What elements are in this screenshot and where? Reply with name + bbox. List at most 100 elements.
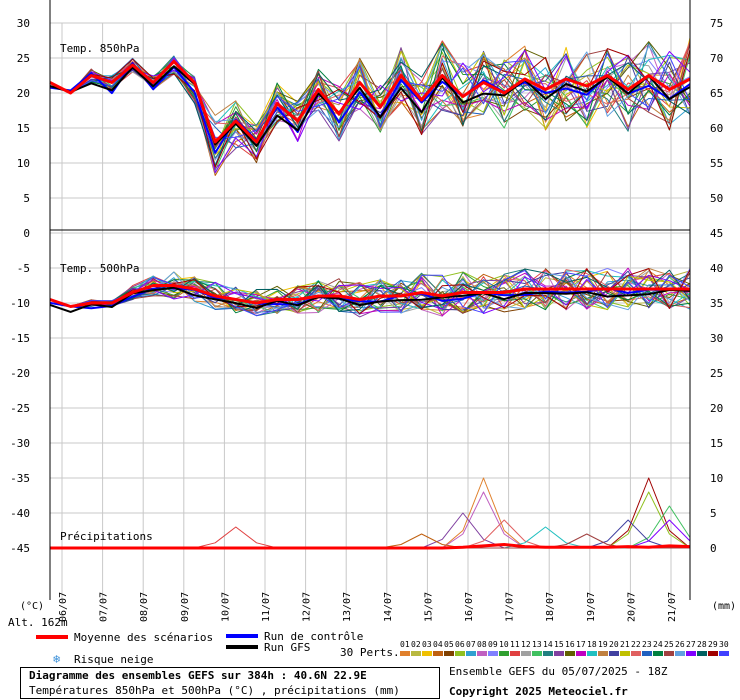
member-legend-id: 17 — [576, 640, 586, 649]
member-legend-id: 25 — [664, 640, 674, 649]
member-legend-swatch — [620, 651, 630, 656]
left-tick-label: -15 — [10, 332, 30, 345]
legend-perts-label: 30 Perts. — [340, 646, 400, 659]
right-tick-label: 0 — [710, 542, 717, 555]
member-500-line — [49, 267, 691, 314]
chart-subtitle: Températures 850hPa et 500hPa (°C) , pré… — [29, 684, 400, 697]
member-legend-swatch — [719, 651, 729, 656]
member-500-line — [49, 274, 691, 314]
member-legend-swatch — [653, 651, 663, 656]
right-tick-label: 30 — [710, 332, 723, 345]
date-tick-label: 15/07 — [423, 592, 434, 622]
left-tick-label: 15 — [17, 122, 30, 135]
member-500-line — [49, 267, 691, 311]
member-legend-swatch — [642, 651, 652, 656]
member-legend-id: 27 — [686, 640, 696, 649]
left-tick-label: -20 — [10, 367, 30, 380]
member-legend-swatch — [631, 651, 641, 656]
run-label: Ensemble GEFS du 05/07/2025 - 18Z — [449, 665, 668, 678]
date-tick-label: 20/07 — [626, 592, 637, 622]
member-legend-swatch — [521, 651, 531, 656]
date-tick-label: 19/07 — [586, 592, 597, 622]
member-legend-swatch — [708, 651, 718, 656]
control-850-line — [49, 62, 691, 154]
left-tick-label: -10 — [10, 297, 30, 310]
date-tick-label: 07/07 — [99, 592, 110, 622]
date-tick-label: 10/07 — [220, 592, 231, 622]
member-legend-id: 23 — [642, 640, 652, 649]
member-legend-swatch — [477, 651, 487, 656]
chart-grid — [50, 22, 690, 600]
right-tick-label: 5 — [710, 507, 717, 520]
panel-label-precip: Précipitations — [60, 530, 153, 543]
member-legend-id: 29 — [708, 640, 718, 649]
member-legend-id: 13 — [532, 640, 542, 649]
right-tick-label: 15 — [710, 437, 723, 450]
snowflake-icon: ❄ — [53, 652, 60, 666]
left-tick-label: -5 — [17, 262, 30, 275]
legend-snow-label: Risque neige — [74, 653, 153, 666]
gfs-500-line — [49, 286, 691, 313]
date-tick-label: 09/07 — [180, 592, 191, 622]
left-tick-label: 10 — [17, 157, 30, 170]
date-tick-label: 18/07 — [545, 592, 556, 622]
member-legend-id: 06 — [455, 640, 465, 649]
date-tick-label: 16/07 — [464, 592, 475, 622]
member-legend-id: 16 — [565, 640, 575, 649]
left-tick-label: -45 — [10, 542, 30, 555]
member-legend-id: 08 — [477, 640, 487, 649]
member-legend-id: 04 — [433, 640, 443, 649]
member-500-line — [49, 267, 691, 317]
member-legend-swatch — [422, 651, 432, 656]
panel-label-500: Temp. 500hPa — [60, 262, 139, 275]
member-legend-swatch — [554, 651, 564, 656]
member-legend-id: 26 — [675, 640, 685, 649]
member-legend-swatch — [565, 651, 575, 656]
member-500-line — [49, 271, 691, 314]
member-legend-swatch — [664, 651, 674, 656]
left-tick-label: -40 — [10, 507, 30, 520]
mean-500-line — [49, 284, 690, 308]
member-legend-swatch — [609, 651, 619, 656]
member-legend-swatch — [598, 651, 608, 656]
member-legend-id: 11 — [510, 640, 520, 649]
member-legend-swatch — [675, 651, 685, 656]
right-tick-label: 10 — [710, 472, 723, 485]
member-legend-swatch — [455, 651, 465, 656]
date-tick-label: 11/07 — [261, 592, 272, 622]
date-tick-label: 12/07 — [302, 592, 313, 622]
mean-precip-line — [50, 543, 691, 550]
left-tick-label: 0 — [23, 227, 30, 240]
member-legend: 01 02 03 04 05 06 07 08 09 10 11 12 13 14 15 16 17 18 19 20… — [400, 640, 729, 656]
right-tick-label: 70 — [710, 52, 723, 65]
date-tick-label: 17/07 — [505, 592, 516, 622]
member-legend-swatch — [587, 651, 597, 656]
chart-series — [49, 37, 691, 550]
left-tick-label: -25 — [10, 402, 30, 415]
date-tick-label: 21/07 — [667, 592, 678, 622]
left-tick-label: -30 — [10, 437, 30, 450]
right-tick-label: 25 — [710, 367, 723, 380]
member-legend-id: 10 — [499, 640, 509, 649]
date-tick-label: 13/07 — [342, 592, 353, 622]
member-500-line — [49, 275, 691, 314]
right-tick-label: 45 — [710, 227, 723, 240]
right-tick-label: 50 — [710, 192, 723, 205]
member-legend-swatch — [400, 651, 410, 656]
member-legend-id: 22 — [631, 640, 641, 649]
left-tick-label: 25 — [17, 52, 30, 65]
date-tick-label: 14/07 — [383, 592, 394, 622]
member-legend-id: 24 — [653, 640, 663, 649]
chart-axes: 302520151050-5-10-15-20-25-30-35-40-4575… — [10, 0, 723, 622]
member-legend-swatch — [532, 651, 542, 656]
date-tick-label: 08/07 — [139, 592, 150, 622]
member-legend-id: 28 — [697, 640, 707, 649]
member-legend-swatch — [686, 651, 696, 656]
member-legend-id: 02 — [411, 640, 421, 649]
member-legend-id: 19 — [598, 640, 608, 649]
chart-title: Diagramme des ensembles GEFS sur 384h : … — [29, 669, 367, 682]
left-tick-label: -35 — [10, 472, 30, 485]
member-legend-swatch — [510, 651, 520, 656]
mean-850-line — [49, 60, 691, 144]
